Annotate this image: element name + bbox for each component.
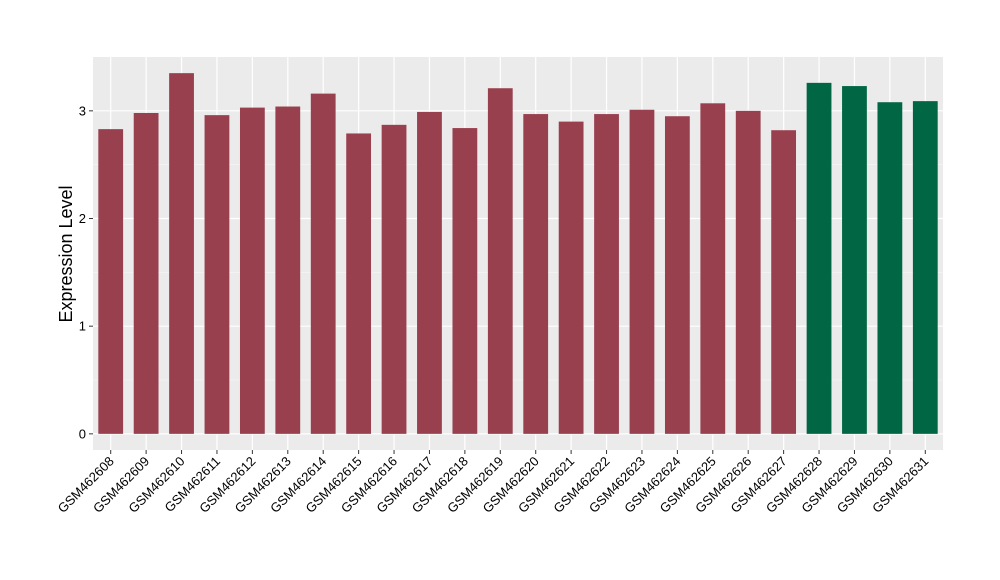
bar-gsm462616	[381, 124, 407, 434]
x-axis: GSM462608GSM462609GSM462610GSM462611GSM4…	[55, 450, 931, 516]
bar-gsm462623	[629, 109, 655, 434]
y-tick-label: 0	[79, 426, 86, 441]
bar-gsm462628	[806, 82, 832, 434]
bars	[98, 73, 938, 434]
bar-gsm462626	[735, 110, 761, 434]
bar-gsm462625	[700, 103, 726, 434]
bar-gsm462620	[523, 114, 549, 434]
bar-gsm462609	[133, 112, 159, 434]
bar-gsm462624	[664, 116, 690, 434]
y-axis-title: Expression Level	[56, 185, 76, 322]
bar-gsm462611	[204, 115, 230, 434]
bar-gsm462614	[310, 93, 336, 434]
plot-panel	[93, 57, 943, 450]
bar-gsm462612	[239, 107, 265, 434]
bar-gsm462619	[487, 88, 513, 434]
bar-gsm462610	[169, 73, 194, 434]
bar-gsm462627	[771, 130, 797, 434]
y-axis: 0 1 2 3	[79, 103, 93, 441]
bar-gsm462629	[842, 86, 867, 434]
bar-gsm462631	[912, 101, 938, 434]
bar-gsm462615	[346, 133, 372, 434]
panel-background	[93, 57, 943, 450]
bar-gsm462618	[452, 128, 478, 434]
y-tick-label: 2	[79, 211, 86, 226]
bar-gsm462608	[98, 129, 124, 434]
bar-gsm462617	[417, 111, 442, 434]
y-tick-label: 3	[79, 103, 86, 118]
bar-gsm462630	[877, 102, 903, 434]
y-tick-label: 1	[79, 319, 86, 334]
bar-gsm462621	[558, 121, 584, 434]
bar-gsm462622	[594, 114, 619, 434]
bar-gsm462613	[275, 106, 301, 434]
